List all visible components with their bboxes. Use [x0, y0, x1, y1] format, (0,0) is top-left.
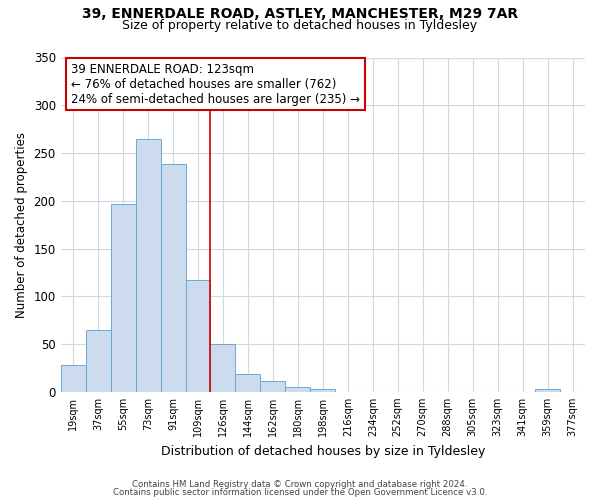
Bar [185, 280, 211, 392]
X-axis label: Distribution of detached houses by size in Tyldesley: Distribution of detached houses by size … [161, 444, 485, 458]
Text: 39 ENNERDALE ROAD: 123sqm
← 76% of detached houses are smaller (762)
24% of semi: 39 ENNERDALE ROAD: 123sqm ← 76% of detac… [71, 62, 360, 106]
Bar [535, 389, 560, 392]
Bar [211, 344, 235, 392]
Bar [86, 330, 110, 392]
Bar [286, 387, 310, 392]
Bar [260, 382, 286, 392]
Y-axis label: Number of detached properties: Number of detached properties [15, 132, 28, 318]
Bar [136, 138, 161, 392]
Bar [61, 365, 86, 392]
Bar [310, 389, 335, 392]
Bar [161, 164, 185, 392]
Text: Size of property relative to detached houses in Tyldesley: Size of property relative to detached ho… [122, 19, 478, 32]
Bar [110, 204, 136, 392]
Text: Contains HM Land Registry data © Crown copyright and database right 2024.: Contains HM Land Registry data © Crown c… [132, 480, 468, 489]
Text: Contains public sector information licensed under the Open Government Licence v3: Contains public sector information licen… [113, 488, 487, 497]
Text: 39, ENNERDALE ROAD, ASTLEY, MANCHESTER, M29 7AR: 39, ENNERDALE ROAD, ASTLEY, MANCHESTER, … [82, 8, 518, 22]
Bar [235, 374, 260, 392]
